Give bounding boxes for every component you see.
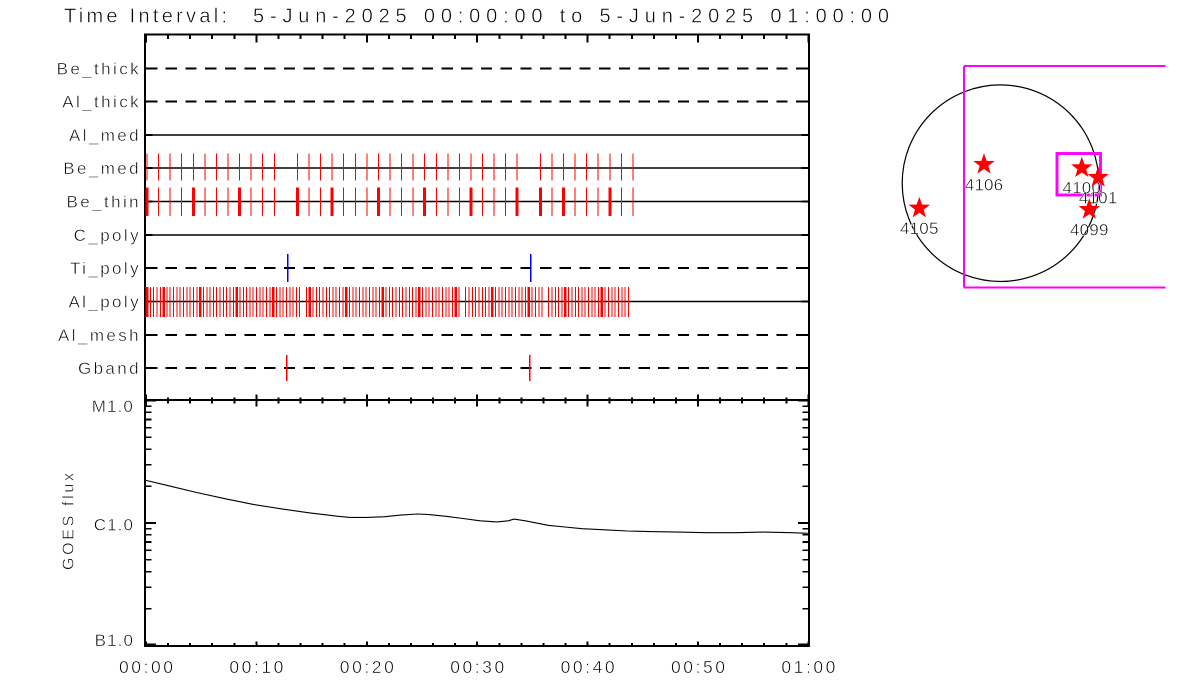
svg-text:01:00: 01:00	[781, 657, 835, 677]
svg-text:00:30: 00:30	[450, 657, 504, 677]
svg-text:M1.0: M1.0	[92, 397, 134, 416]
svg-text:Be_thin: Be_thin	[67, 193, 141, 212]
svg-text:Gband: Gband	[78, 359, 141, 378]
svg-text:Al_poly: Al_poly	[68, 293, 141, 312]
svg-text:B1.0: B1.0	[95, 631, 134, 650]
svg-text:00:50: 00:50	[671, 657, 725, 677]
svg-text:Ti_poly: Ti_poly	[70, 259, 141, 278]
svg-text:Al_mesh: Al_mesh	[58, 326, 141, 345]
svg-text:00:20: 00:20	[340, 657, 394, 677]
svg-text:Be_med: Be_med	[63, 159, 141, 178]
svg-text:5-Jun-2025 00:00:00 to 5-Jun-: 5-Jun-2025 00:00:00 to 5-Jun-2025 01:00:…	[253, 6, 889, 28]
svg-text:4106: 4106	[965, 175, 1004, 194]
svg-text:4101: 4101	[1079, 188, 1118, 207]
svg-text:Al_med: Al_med	[69, 126, 141, 145]
svg-text:00:40: 00:40	[561, 657, 615, 677]
svg-text:00:00: 00:00	[119, 657, 173, 677]
svg-text:Time Interval:: Time Interval:	[64, 6, 227, 28]
svg-text:4105: 4105	[900, 219, 939, 238]
svg-text:Be_thick: Be_thick	[57, 60, 141, 79]
svg-text:Al_thick: Al_thick	[62, 93, 141, 112]
svg-text:4099: 4099	[1070, 220, 1109, 239]
svg-text:C1.0: C1.0	[94, 516, 134, 535]
svg-text:00:10: 00:10	[229, 657, 283, 677]
svg-text:GOES flux: GOES flux	[61, 473, 78, 570]
svg-text:C_poly: C_poly	[74, 226, 141, 245]
svg-text:4100: 4100	[1062, 179, 1101, 198]
